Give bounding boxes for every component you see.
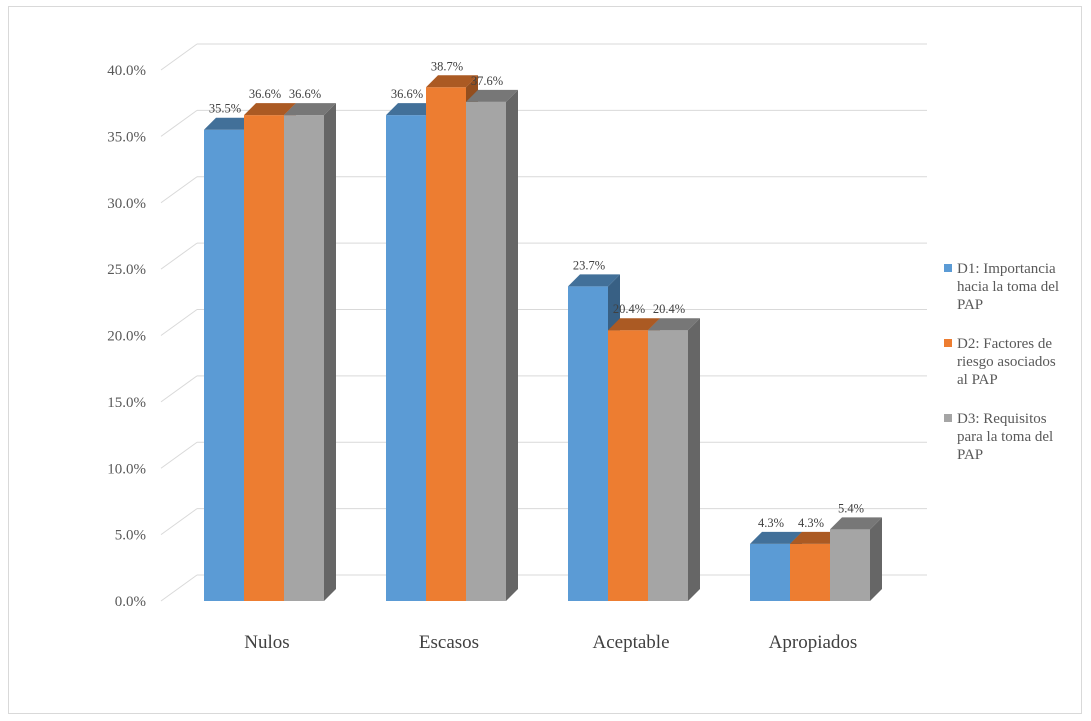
data-labels: 35.5% 36.6% 23.7% 4.3% 36.6% 38.7% 20.4% 4.3% 36… — [209, 59, 864, 530]
bar-front — [466, 101, 506, 602]
legend-label: D2: Factores de — [957, 336, 1052, 352]
bar — [466, 89, 518, 602]
legend-label: riesgo asociados — [957, 354, 1056, 370]
bar-top — [284, 103, 336, 116]
bar-side — [688, 318, 700, 601]
data-label: 38.7% — [431, 59, 463, 73]
bar — [284, 103, 336, 601]
bar-top — [750, 531, 802, 544]
gridline-depth — [160, 309, 198, 336]
bar-front — [608, 330, 648, 601]
data-label: 36.6% — [289, 87, 321, 101]
legend-label: PAP — [957, 297, 983, 313]
y-tick-label: 5.0% — [115, 528, 146, 544]
bar-top — [244, 103, 296, 116]
bar-front — [568, 286, 608, 601]
bar-front — [648, 330, 688, 601]
gridline-depth — [160, 176, 198, 204]
x-category-label: Aceptable — [592, 632, 669, 653]
bar-top — [830, 517, 882, 530]
y-tick-label: 40.0% — [107, 63, 146, 79]
y-tick-label: 10.0% — [107, 461, 146, 477]
bar-side — [870, 517, 882, 601]
bar-top — [608, 318, 660, 331]
y-axis: 0.0% 5.0% 10.0% 15.0% 20.0% 25.0% 30.0% 35.0% 40… — [107, 63, 146, 610]
legend-swatch — [944, 264, 952, 272]
legend-item: D3: Requisitos para la toma del PAP — [944, 411, 1053, 463]
bar-top — [426, 75, 478, 88]
bar-top — [204, 117, 256, 130]
x-category-label: Nulos — [244, 632, 289, 653]
gridline-depth — [160, 508, 198, 536]
data-label: 4.3% — [758, 516, 784, 530]
x-category-label: Escasos — [419, 632, 479, 653]
legend-swatch — [944, 414, 952, 422]
gridline-depth — [160, 242, 198, 270]
bar-front — [830, 529, 870, 601]
gridline-depth — [160, 441, 198, 469]
bar-top — [648, 318, 700, 331]
data-label: 37.6% — [471, 74, 503, 88]
legend-label: para la toma del — [957, 429, 1053, 445]
data-label: 36.6% — [391, 87, 423, 101]
legend-item: D1: Importancia hacia la toma del PAP — [944, 261, 1059, 313]
gridline-depth — [160, 43, 198, 71]
chart-frame — [8, 6, 1082, 714]
legend-label: D3: Requisitos — [957, 411, 1047, 427]
bar-top — [790, 531, 842, 544]
legend-label: hacia la toma del — [957, 279, 1059, 295]
bar-front — [750, 543, 790, 601]
x-axis: Nulos Escasos Aceptable Apropiados — [244, 632, 857, 653]
legend-label: D1: Importancia — [957, 261, 1056, 277]
y-tick-label: 35.0% — [107, 129, 146, 145]
gridline-depth — [160, 375, 198, 403]
bar-top — [386, 103, 438, 116]
x-category-label: Apropiados — [769, 632, 858, 653]
bar-top — [568, 274, 620, 287]
bar-front — [244, 115, 284, 601]
bar-front — [790, 543, 830, 601]
bar — [648, 318, 700, 601]
bar-front — [426, 87, 466, 601]
data-label: 23.7% — [573, 258, 605, 272]
legend-item: D2: Factores de riesgo asociados al PAP — [944, 336, 1056, 388]
data-label: 4.3% — [798, 516, 824, 530]
y-tick-label: 0.0% — [115, 594, 146, 610]
bar-front — [204, 129, 244, 602]
bar — [830, 517, 882, 601]
legend-label: PAP — [957, 447, 983, 463]
y-tick-label: 15.0% — [107, 395, 146, 411]
bar-front — [284, 115, 324, 601]
bar-side — [506, 89, 518, 602]
data-label: 20.4% — [653, 302, 685, 316]
legend: D1: Importancia hacia la toma del PAP D2: F… — [944, 261, 1059, 463]
legend-label: al PAP — [957, 372, 998, 388]
bar-top — [466, 89, 518, 102]
data-label: 35.5% — [209, 102, 241, 116]
bar-side — [324, 103, 336, 601]
bars — [204, 75, 882, 602]
y-tick-label: 25.0% — [107, 262, 146, 278]
legend-swatch — [944, 339, 952, 347]
gridline-depth — [160, 574, 198, 602]
data-label: 36.6% — [249, 87, 281, 101]
gridline-depth — [160, 109, 198, 137]
data-label: 5.4% — [838, 501, 864, 515]
data-label: 20.4% — [613, 302, 645, 316]
y-tick-label: 30.0% — [107, 196, 146, 212]
y-tick-label: 20.0% — [107, 329, 146, 345]
bar-front — [386, 115, 426, 601]
